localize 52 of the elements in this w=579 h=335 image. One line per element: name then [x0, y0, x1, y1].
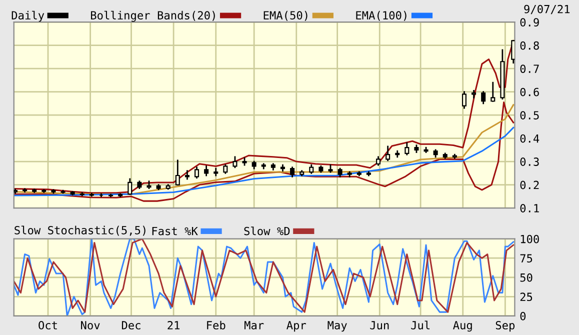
x-tick-label: Oct — [38, 321, 57, 330]
candlestick — [184, 170, 190, 180]
candlestick — [128, 178, 132, 195]
x-tick-label: Feb — [207, 320, 226, 330]
legend-label: Fast %K — [152, 226, 198, 236]
legend-label: Daily — [12, 10, 44, 22]
candlestick — [80, 192, 84, 196]
candlestick — [175, 160, 180, 186]
y-tick-label: 100 — [520, 234, 539, 244]
x-tick-label: Apr — [286, 321, 306, 332]
x-tick-label: Nov — [81, 321, 100, 330]
candlestick — [490, 82, 496, 102]
x-tick-label: Jul — [411, 320, 430, 330]
x-tick-label: 21 — [168, 321, 180, 330]
x-tick-label: Dec — [122, 321, 140, 330]
line-series — [14, 126, 514, 196]
y-tick-label: 0 — [520, 312, 526, 320]
y-tick-label: 0.1 — [520, 204, 539, 212]
x-tick-label: Mar — [244, 321, 264, 330]
candlestick — [214, 168, 218, 176]
y-tick-label: 50 — [520, 273, 532, 282]
chart-title: Slow Stochastic(5,5) — [14, 226, 146, 236]
x-tick-label: Aug — [453, 321, 472, 332]
text: 9/07/21 — [524, 4, 570, 14]
candlestick — [280, 164, 285, 172]
y-tick-label: 0.4 — [520, 134, 540, 143]
candlestick — [232, 156, 238, 168]
legend-label: EMA(100) — [356, 10, 406, 21]
legend-label: EMA(50) — [264, 10, 308, 21]
legend-label: Slow %D — [244, 226, 290, 236]
candlestick — [404, 142, 410, 156]
candlestick — [386, 146, 390, 162]
x-tick-label: Jun — [370, 321, 389, 330]
y-tick-label: 0.8 — [520, 41, 539, 50]
y-tick-label: 25 — [520, 292, 532, 302]
y-tick-label: 0.6 — [520, 88, 539, 96]
legend-label: Bollinger Bands(20) — [91, 10, 215, 22]
candlestick — [481, 91, 486, 104]
y-tick-label: 0.5 — [520, 111, 539, 120]
candlestick — [462, 91, 466, 109]
x-tick-label: May — [328, 321, 347, 332]
candlestick — [395, 150, 400, 158]
candlestick — [472, 90, 476, 98]
candlestick — [204, 166, 209, 176]
y-tick-label: 75 — [520, 254, 532, 263]
y-tick-label: 0.9 — [520, 18, 539, 27]
y-tick-label: 0.3 — [520, 158, 539, 166]
candlestick — [290, 166, 295, 178]
y-tick-label: 0.2 — [520, 180, 539, 190]
y-tick-label: 0.7 — [520, 64, 539, 73]
candlestick — [194, 166, 200, 179]
x-tick-label: Sep — [496, 321, 515, 332]
